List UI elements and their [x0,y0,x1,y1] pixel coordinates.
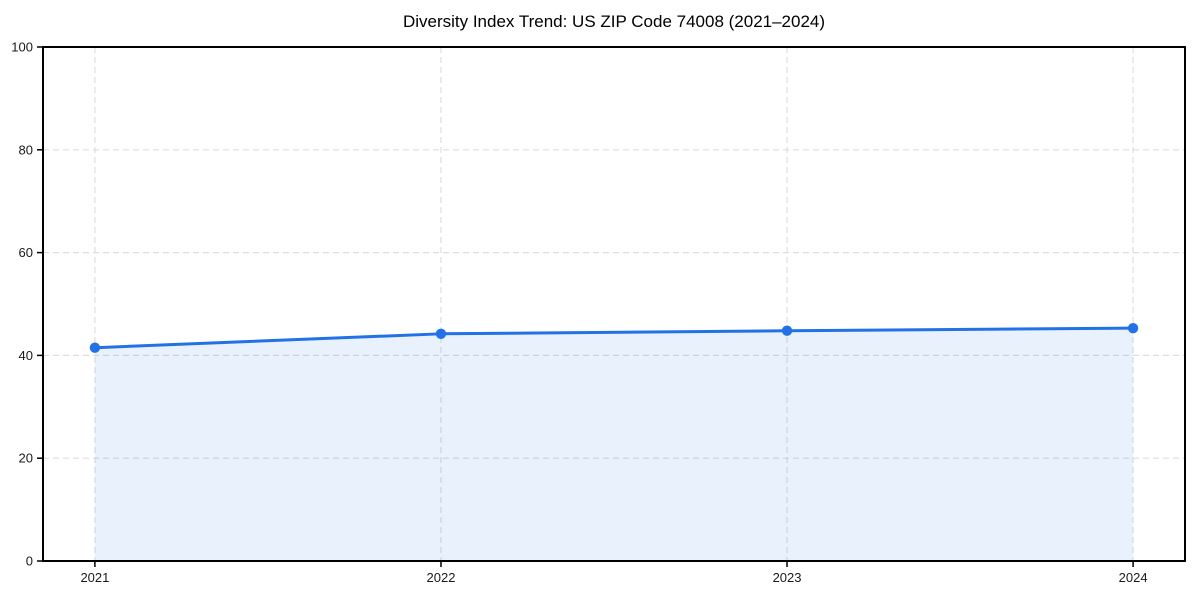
x-tick-label-2023: 2023 [773,570,802,585]
x-tick-label-2021: 2021 [80,570,109,585]
area-fill [94,328,1134,561]
y-tick-label-40: 40 [19,348,33,363]
y-tick-label-80: 80 [19,142,33,157]
data-point-2024 [1127,322,1139,334]
y-tick-label-100: 100 [11,40,33,55]
data-point-2021 [89,342,101,353]
x-tick-label-2022: 2022 [427,570,456,585]
chart-title: Diversity Index Trend: US ZIP Code 74008… [402,12,826,31]
data-point-2022 [435,328,447,340]
y-tick-label-60: 60 [19,245,33,260]
plot-border [42,46,1186,562]
data-point-2023 [781,325,793,336]
trend-line [93,326,1135,350]
y-tick-label-20: 20 [19,451,33,466]
y-tick-label-0: 0 [26,554,33,569]
x-tick-label-2024: 2024 [1119,570,1148,585]
